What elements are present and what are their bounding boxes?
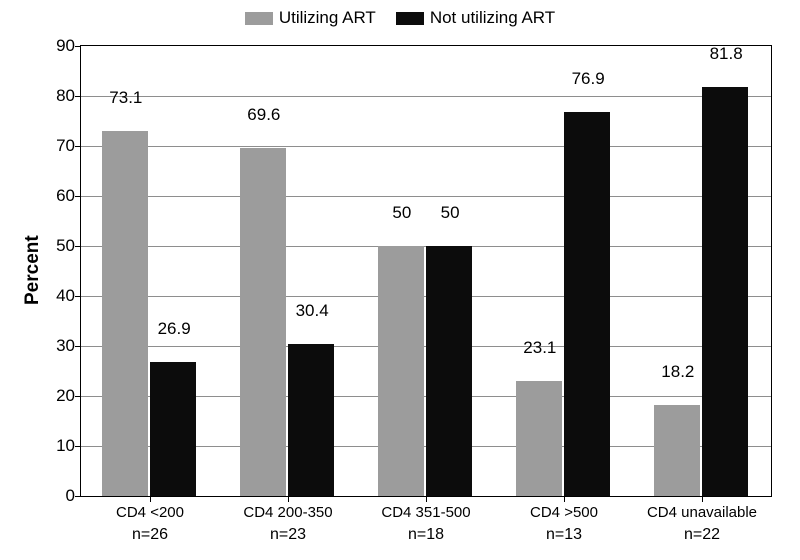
y-tick	[75, 246, 81, 247]
y-tick	[75, 46, 81, 47]
category-n-label: n=18	[408, 526, 444, 544]
bar	[564, 112, 610, 497]
bar	[240, 148, 286, 496]
bar	[654, 405, 700, 496]
legend-item: Not utilizing ART	[396, 8, 555, 28]
legend: Utilizing ART Not utilizing ART	[0, 8, 800, 28]
category-label: CD4 200-350	[243, 504, 332, 521]
legend-item: Utilizing ART	[245, 8, 376, 28]
x-tick	[426, 496, 427, 502]
category-n-label: n=22	[684, 526, 720, 544]
bar-value-label: 23.1	[523, 338, 556, 358]
bar	[426, 246, 472, 496]
y-axis-label: Percent	[22, 235, 44, 305]
bar-value-label: 30.4	[296, 301, 329, 321]
legend-label: Utilizing ART	[279, 8, 376, 28]
y-tick-label: 10	[56, 436, 75, 456]
x-tick	[702, 496, 703, 502]
category-label: CD4 unavailable	[647, 504, 757, 521]
x-tick	[288, 496, 289, 502]
y-tick-label: 70	[56, 136, 75, 156]
bar-value-label: 81.8	[710, 44, 743, 64]
y-tick-label: 40	[56, 286, 75, 306]
y-tick-label: 80	[56, 86, 75, 106]
bar-value-label: 50	[392, 203, 411, 223]
category-label: CD4 <200	[116, 504, 184, 521]
legend-label: Not utilizing ART	[430, 8, 555, 28]
art-utilization-chart: Utilizing ART Not utilizing ART Percent 0…	[0, 0, 800, 560]
y-tick-label: 20	[56, 386, 75, 406]
y-tick-label: 0	[66, 486, 75, 506]
x-tick	[150, 496, 151, 502]
bar-value-label: 18.2	[661, 362, 694, 382]
x-tick	[564, 496, 565, 502]
y-tick-label: 90	[56, 36, 75, 56]
bar-value-label: 69.6	[247, 105, 280, 125]
bar	[150, 362, 196, 497]
gridline	[81, 196, 771, 197]
bar-value-label: 50	[441, 203, 460, 223]
plot-area: 010203040506070809073.126.9CD4 <200n=266…	[80, 45, 772, 497]
category-n-label: n=26	[132, 526, 168, 544]
y-tick	[75, 496, 81, 497]
category-label: CD4 351-500	[381, 504, 470, 521]
y-tick	[75, 446, 81, 447]
y-tick	[75, 96, 81, 97]
bar	[516, 381, 562, 497]
y-tick	[75, 346, 81, 347]
category-n-label: n=23	[270, 526, 306, 544]
gridline	[81, 96, 771, 97]
legend-swatch	[396, 12, 424, 25]
category-label: CD4 >500	[530, 504, 598, 521]
y-tick	[75, 396, 81, 397]
bar	[288, 344, 334, 496]
bar-value-label: 73.1	[109, 88, 142, 108]
gridline	[81, 146, 771, 147]
bar	[102, 131, 148, 497]
bar	[378, 246, 424, 496]
bar	[702, 87, 748, 496]
legend-swatch	[245, 12, 273, 25]
y-tick-label: 30	[56, 336, 75, 356]
category-n-label: n=13	[546, 526, 582, 544]
bar-value-label: 26.9	[158, 319, 191, 339]
y-tick-label: 50	[56, 236, 75, 256]
y-tick	[75, 296, 81, 297]
y-tick-label: 60	[56, 186, 75, 206]
y-tick	[75, 146, 81, 147]
y-tick	[75, 196, 81, 197]
bar-value-label: 76.9	[572, 69, 605, 89]
